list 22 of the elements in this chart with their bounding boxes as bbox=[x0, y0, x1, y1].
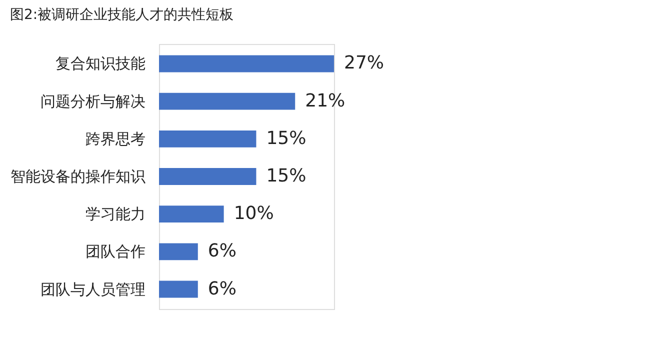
data-label: 15% bbox=[266, 166, 306, 186]
y-tick-label: 团队合作 bbox=[86, 242, 146, 261]
bar bbox=[159, 92, 296, 110]
bar bbox=[159, 130, 256, 148]
bar bbox=[159, 168, 256, 185]
data-label: 10% bbox=[234, 203, 274, 224]
y-tick-label: 智能设备的操作知识 bbox=[10, 168, 146, 186]
bar bbox=[159, 55, 334, 72]
chart-title: 图2:被调研企业技能人才的共性短板 bbox=[10, 7, 234, 23]
y-tick-label: 复合知识技能 bbox=[56, 54, 146, 73]
y-tick-label: 问题分析与解决 bbox=[40, 92, 146, 110]
y-tick-label: 跨界思考 bbox=[86, 130, 146, 148]
y-tick-label: 团队与人员管理 bbox=[40, 280, 146, 298]
data-label: 27% bbox=[344, 52, 384, 74]
bar bbox=[159, 243, 198, 260]
bar bbox=[159, 280, 198, 298]
data-label: 21% bbox=[305, 90, 346, 112]
bar bbox=[159, 206, 224, 223]
data-label: 15% bbox=[266, 128, 306, 149]
y-tick-label: 学习能力 bbox=[86, 205, 146, 224]
data-label: 6% bbox=[208, 240, 236, 262]
data-label: 6% bbox=[208, 278, 236, 300]
